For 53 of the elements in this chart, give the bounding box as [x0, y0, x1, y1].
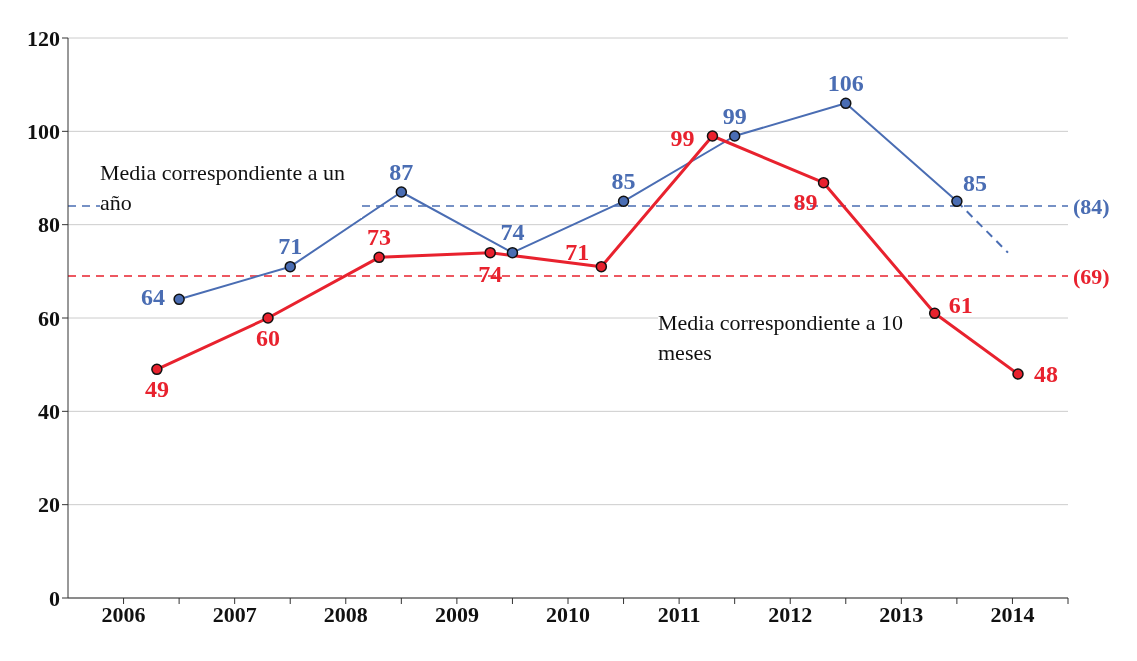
point	[951, 195, 963, 208]
data-label: 71	[278, 233, 303, 260]
point	[284, 260, 296, 273]
data-label: 85	[611, 167, 636, 194]
x-tick-label: 2010	[546, 601, 590, 627]
data-label: 49	[144, 375, 169, 402]
point	[840, 97, 852, 110]
y-tick-label: 0	[49, 585, 60, 611]
data-label: 85	[962, 169, 987, 196]
x-tick-label: 2008	[323, 601, 368, 627]
point	[484, 246, 496, 259]
data-label: 48	[1034, 360, 1058, 387]
point	[506, 246, 519, 259]
data-label: 99	[722, 102, 747, 129]
x-tick-label: 2006	[101, 601, 146, 627]
point	[928, 307, 941, 320]
data-label: 73	[367, 223, 392, 250]
annotation: Media correspondiente a un año	[100, 158, 362, 218]
point	[395, 186, 408, 198]
x-tick-label: 2011	[657, 601, 701, 627]
x-tick-label: 2012	[768, 601, 813, 627]
ref-line-label: (69)	[1073, 263, 1110, 289]
y-tick-label: 20	[38, 492, 60, 518]
point	[373, 251, 385, 264]
data-label: 87	[389, 158, 414, 185]
data-label: 61	[948, 291, 973, 318]
point	[617, 195, 630, 208]
data-label: 74	[478, 261, 503, 288]
data-label: 106	[827, 69, 864, 96]
x-tick-label: 2009	[434, 601, 479, 627]
y-tick-label: 120	[27, 25, 60, 51]
x-tick-label: 2007	[212, 601, 257, 627]
data-label: 99	[670, 124, 695, 151]
x-tick-label: 2013	[879, 601, 924, 627]
point	[728, 130, 741, 142]
point	[706, 130, 719, 142]
point	[151, 363, 163, 376]
y-tick-label: 80	[38, 212, 60, 238]
point	[1012, 368, 1024, 380]
point	[262, 312, 274, 324]
x-tick-label: 2014	[990, 601, 1035, 627]
point	[595, 260, 608, 273]
data-label: 64	[141, 283, 166, 310]
ref-line-label: (84)	[1073, 193, 1110, 219]
point	[173, 293, 185, 306]
point	[817, 176, 830, 189]
annotation: Media correspondiente a 10 meses	[658, 308, 920, 368]
y-tick-label: 60	[38, 305, 60, 331]
y-tick-label: 40	[38, 399, 60, 425]
data-label: 60	[256, 324, 280, 351]
data-label: 74	[500, 219, 525, 246]
data-label: 71	[565, 239, 590, 266]
y-tick-label: 100	[27, 119, 60, 145]
